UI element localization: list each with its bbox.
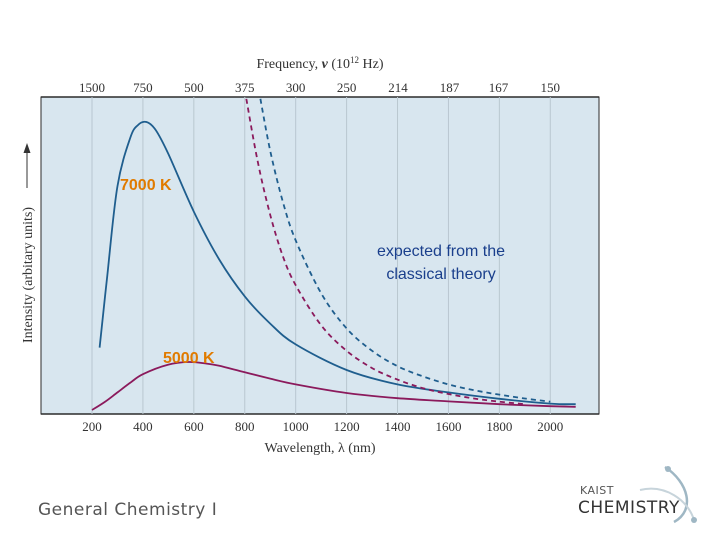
label-5000k: 5000 K — [163, 350, 215, 367]
x-tick-label: 1800 — [486, 419, 512, 434]
top-tick-label: 187 — [440, 80, 460, 95]
curves — [91, 97, 576, 411]
x-axis-label: Wavelength, λ (nm) — [264, 441, 375, 456]
bottom-tick-labels: 200 400 600 800 1000 1200 1400 1600 1800 2000 — [82, 419, 563, 434]
top-tick-label: 250 — [337, 80, 357, 95]
x-tick-label: 200 — [82, 419, 102, 434]
top-tick-label: 300 — [286, 80, 306, 95]
kaist-chemistry-logo: KAIST CHEMISTRY — [570, 462, 700, 528]
gridlines — [91, 97, 551, 414]
x-tick-label: 2000 — [537, 419, 563, 434]
top-axis-label: Frequency, ν (1012 Hz) — [256, 55, 383, 72]
top-tick-label: 375 — [235, 80, 255, 95]
molecule-swoosh-icon — [639, 465, 697, 524]
top-tick-label: 167 — [489, 80, 509, 95]
logo-chemistry-text: CHEMISTRY — [578, 498, 680, 518]
top-tick-label: 750 — [133, 80, 153, 95]
x-tick-label: 1200 — [334, 419, 360, 434]
curve-classical-5000-k — [245, 97, 525, 406]
top-tick-label: 214 — [388, 80, 408, 95]
classical-theory-line2: classical theory — [386, 266, 495, 283]
y-axis-label: Intensity (arbitary units) — [21, 207, 36, 343]
label-7000k: 7000 K — [120, 177, 172, 194]
classical-theory-line1: expected from the — [377, 243, 505, 260]
course-title: General Chemistry I — [38, 500, 218, 520]
top-tick-label: 500 — [184, 80, 204, 95]
top-tick-label: 1500 — [79, 80, 105, 95]
logo-kaist-text: KAIST — [580, 484, 614, 497]
x-tick-label: 1400 — [385, 419, 411, 434]
x-tick-label: 600 — [184, 419, 204, 434]
x-tick-label: 1000 — [283, 419, 309, 434]
y-axis-arrow-head — [23, 143, 31, 153]
x-tick-label: 800 — [235, 419, 255, 434]
curve-5000-k — [91, 361, 576, 411]
curve-7000-k — [98, 120, 576, 406]
plot-area — [40, 96, 600, 415]
top-tick-label: 150 — [541, 80, 561, 95]
x-tick-label: 400 — [133, 419, 153, 434]
curve-classical-7000-k — [259, 97, 551, 403]
x-tick-label: 1600 — [435, 419, 461, 434]
top-tick-labels: 1500 750 500 375 300 250 214 187 167 150 — [79, 80, 560, 95]
